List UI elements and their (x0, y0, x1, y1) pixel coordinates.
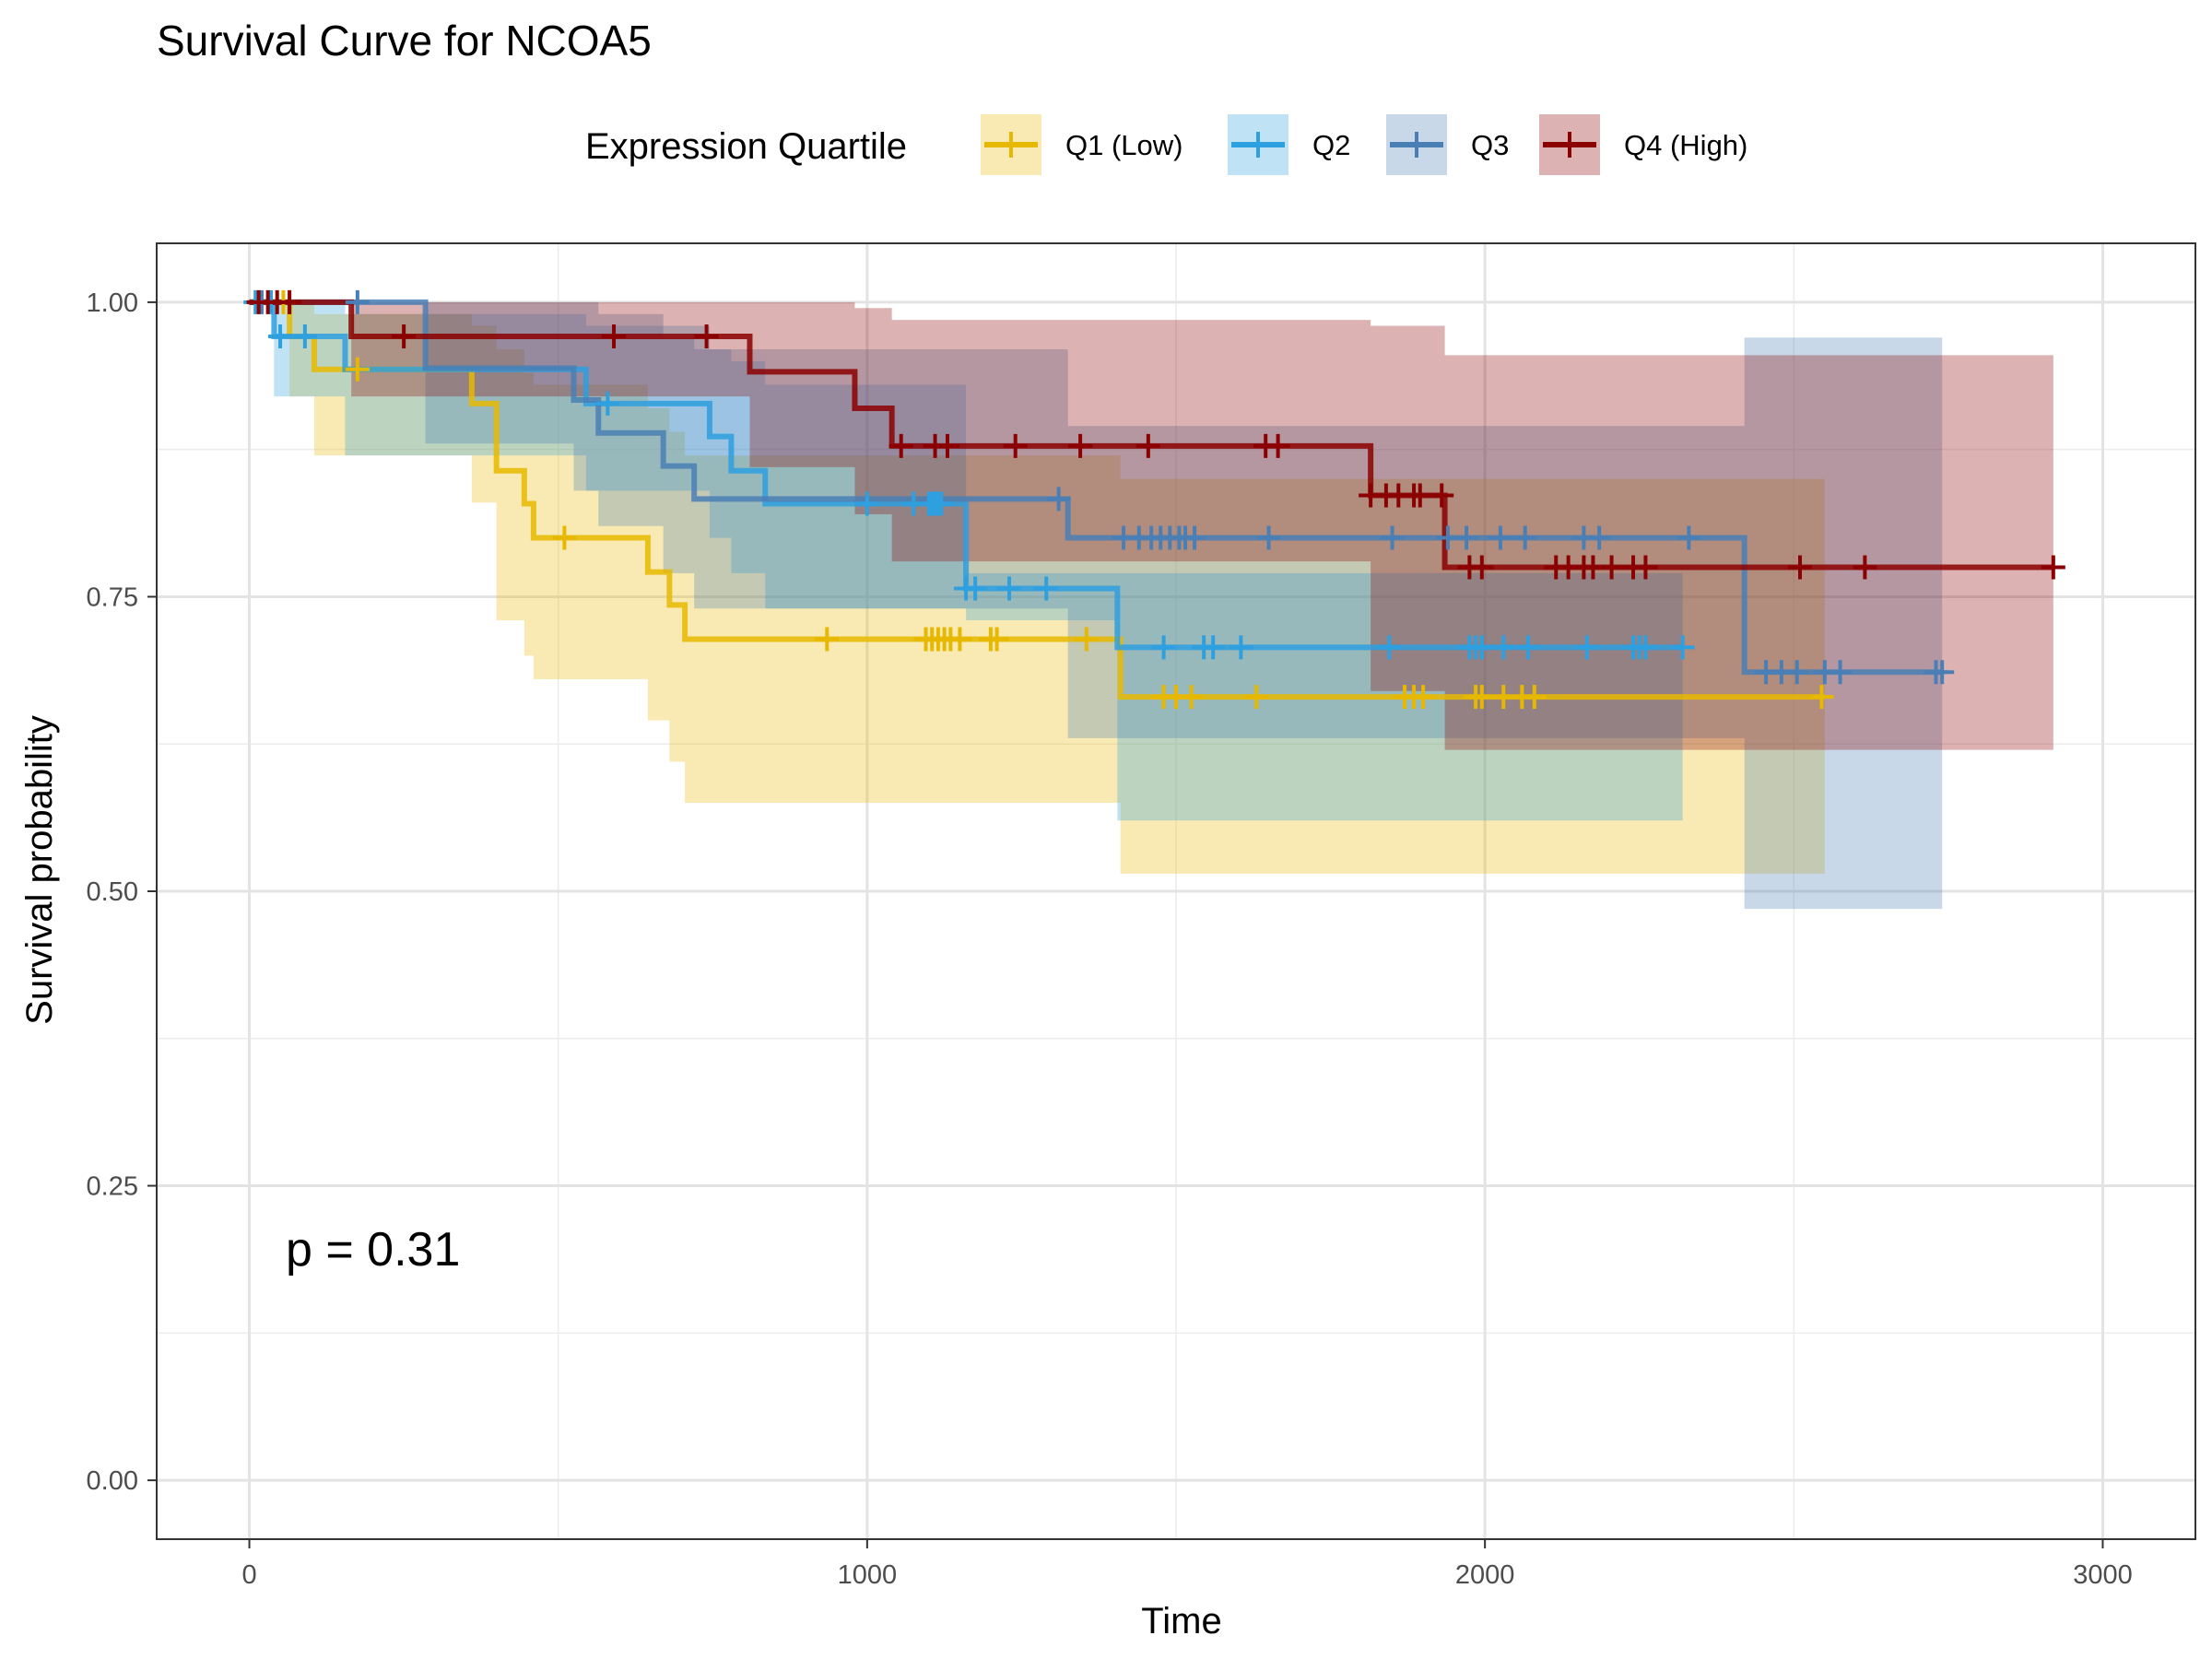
legend-label-3: Q3 (1471, 129, 1509, 161)
censor-mark-4 (1135, 433, 1160, 458)
censor-mark-1 (1244, 685, 1269, 710)
legend-label-1: Q1 (Low) (1065, 129, 1182, 161)
x-tick-label: 0 (241, 1560, 256, 1590)
censor-mark-4 (1788, 555, 1813, 580)
censor-mark-4 (935, 433, 959, 458)
censor-mark-2 (854, 491, 879, 516)
censor-mark-3 (1046, 487, 1071, 512)
censor-mark-4 (1430, 483, 1454, 508)
censor-mark-2 (1491, 635, 1516, 660)
censor-mark-4 (694, 324, 719, 348)
censor-mark-4 (277, 289, 302, 314)
survival-curve-2 (249, 299, 1683, 651)
censor-mark-2 (1633, 635, 1658, 660)
y-tick-label: 0.75 (87, 582, 138, 612)
censor-mark-1 (552, 525, 577, 550)
censor-mark-2 (1516, 635, 1541, 660)
censor-mark-2 (1151, 635, 1176, 660)
censor-mark-2 (1201, 635, 1226, 660)
censor-mark-4 (2041, 555, 2065, 580)
censor-mark-4 (392, 324, 417, 348)
censor-mark-2 (1377, 635, 1402, 660)
censor-mark-1 (345, 357, 370, 382)
p-value-annotation: p = 0.31 (286, 1223, 460, 1277)
censor-mark-2 (1034, 576, 1059, 601)
censor-mark-2 (929, 491, 954, 516)
censor-mark-1 (1074, 627, 1099, 652)
censor-mark-3 (1512, 525, 1537, 550)
censor-mark-3 (1488, 525, 1512, 550)
y-tick-label: 1.00 (87, 288, 138, 318)
censor-mark-4 (602, 324, 627, 348)
legend-title: Expression Quartile (585, 126, 907, 167)
legend-items: Q1 (Low) Q2 Q3 Q4 (High) (981, 114, 1747, 175)
censor-mark-4 (1003, 433, 1028, 458)
censor-mark-3 (1182, 525, 1207, 550)
censor-mark-1 (1469, 685, 1494, 710)
legend: Expression Quartile Q1 (Low) Q2 Q3 Q4 (High… (585, 114, 1747, 175)
legend-label-2: Q2 (1312, 129, 1350, 161)
censor-mark-4 (1469, 555, 1494, 580)
x-tick-label: 3000 (2073, 1560, 2133, 1590)
censor-mark-3 (1587, 525, 1612, 550)
censor-mark-2 (1574, 635, 1599, 660)
censor-mark-1 (1179, 685, 1204, 710)
x-tick-label: 1000 (838, 1560, 898, 1590)
plot-area (156, 242, 2196, 1540)
censor-mark-3 (1677, 525, 1701, 550)
y-axis-label: Survival probability (19, 715, 60, 1025)
censor-mark-3 (1784, 660, 1809, 685)
censor-mark-2 (595, 391, 620, 416)
censor-mark-2 (963, 576, 988, 601)
censor-mark-2 (1670, 635, 1695, 660)
censor-mark-1 (984, 627, 1009, 652)
censor-mark-1 (1411, 685, 1436, 710)
survival-curve-3 (249, 299, 1943, 676)
censor-mark-2 (1469, 635, 1494, 660)
x-axis: 0 1000 2000 3000 (241, 1539, 2133, 1590)
censor-mark-1 (947, 627, 972, 652)
censor-mark-2 (268, 324, 293, 348)
legend-label-4: Q4 (High) (1624, 129, 1747, 161)
censor-mark-3 (1454, 525, 1479, 550)
censor-mark-1 (1522, 685, 1547, 710)
chart-title: Survival Curve for NCOA5 (157, 17, 652, 65)
ci-band-3 (249, 301, 1943, 910)
censor-mark-3 (1930, 660, 1955, 685)
censor-mark-1 (1809, 685, 1834, 710)
y-tick-label: 0.00 (87, 1466, 138, 1496)
censor-mark-2 (1229, 635, 1253, 660)
x-axis-label: Time (1141, 1601, 1221, 1641)
censor-mark-3 (345, 289, 370, 314)
x-tick-label: 2000 (1455, 1560, 1515, 1590)
y-tick-label: 0.50 (87, 877, 138, 907)
censor-mark-4 (1633, 555, 1658, 580)
censor-mark-3 (1380, 525, 1405, 550)
grid-major (157, 243, 2195, 1539)
censor-mark-2 (292, 324, 317, 348)
censor-mark-4 (1407, 483, 1432, 508)
censor-mark-4 (1068, 433, 1093, 458)
survival-curve-1 (249, 299, 1825, 700)
censor-mark-4 (1265, 433, 1290, 458)
y-tick-label: 0.25 (87, 1172, 138, 1202)
censor-mark-1 (815, 627, 840, 652)
censor-marks (243, 289, 2065, 710)
censor-mark-4 (888, 433, 913, 458)
y-axis: 0.00 0.25 0.50 0.75 1.00 (87, 288, 157, 1496)
censor-mark-2 (997, 576, 1022, 601)
censor-mark-4 (1599, 555, 1624, 580)
censor-mark-3 (1256, 525, 1281, 550)
censor-mark-3 (1828, 660, 1853, 685)
censor-mark-4 (1853, 555, 1877, 580)
